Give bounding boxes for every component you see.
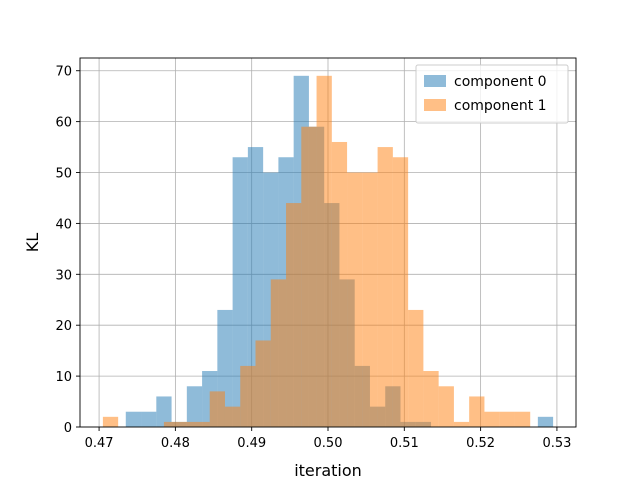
- bar-component-1: [377, 147, 393, 427]
- y-tick-label: 60: [55, 116, 72, 131]
- legend-swatch-component-0: [424, 75, 446, 87]
- bar-component-1: [270, 279, 287, 427]
- bar-component-1: [224, 406, 241, 427]
- y-tick-label: 0: [64, 421, 72, 436]
- bar-component-1: [286, 203, 302, 427]
- bar-component-1: [408, 309, 424, 427]
- y-tick-label: 40: [55, 217, 72, 232]
- y-axis-ticks: 0 10 20 30 40 50 60 70: [55, 65, 80, 436]
- bar-component-1: [469, 396, 485, 427]
- x-tick-label: 0.51: [390, 436, 419, 451]
- x-axis-ticks: 0.47 0.48 0.49 0.50 0.51 0.52 0.53: [85, 427, 571, 451]
- bar-component-1: [453, 421, 470, 427]
- bar-component-1: [514, 411, 531, 427]
- bar-component-1: [179, 421, 195, 427]
- x-tick-label: 0.48: [161, 436, 190, 451]
- bar-component-0: [232, 157, 248, 427]
- y-axis-title: KL: [23, 233, 42, 252]
- x-tick-label: 0.50: [314, 436, 343, 451]
- bar-component-1: [331, 141, 348, 427]
- bar-component-1: [484, 411, 500, 427]
- bar-component-1: [499, 411, 515, 427]
- legend-box: [415, 64, 569, 124]
- bar-component-1: [423, 371, 439, 427]
- histogram-bars: [102, 75, 554, 428]
- bar-component-0: [125, 411, 142, 427]
- bar-component-1: [163, 421, 180, 427]
- legend-label-component-0: component 0: [454, 74, 547, 90]
- y-tick-label: 70: [55, 65, 72, 80]
- bar-component-1: [392, 157, 409, 427]
- y-tick-label: 10: [55, 370, 72, 385]
- y-tick-label: 30: [55, 268, 72, 283]
- bar-component-1: [194, 421, 210, 427]
- y-tick-label: 50: [55, 167, 72, 182]
- legend-swatch-component-1: [424, 99, 446, 111]
- x-tick-label: 0.47: [85, 436, 114, 451]
- x-axis-title: iteration: [294, 461, 362, 480]
- bar-component-1: [255, 340, 271, 427]
- bar-component-0: [156, 396, 172, 427]
- y-tick-label: 20: [55, 319, 72, 334]
- bar-component-1: [316, 75, 332, 428]
- legend: component 0 component 1: [415, 64, 569, 124]
- bar-component-1: [438, 386, 454, 427]
- bar-component-1: [301, 126, 317, 428]
- bar-component-0: [186, 386, 203, 427]
- bar-component-0: [141, 411, 157, 427]
- bar-component-1: [209, 391, 225, 427]
- bar-component-1: [102, 416, 119, 427]
- bar-component-1: [240, 365, 256, 427]
- bar-component-1: [347, 172, 363, 427]
- bar-component-0: [537, 416, 554, 427]
- legend-label-component-1: component 1: [454, 98, 547, 114]
- x-tick-label: 0.52: [466, 436, 495, 451]
- x-tick-label: 0.49: [237, 436, 266, 451]
- x-tick-label: 0.53: [542, 436, 571, 451]
- bar-component-1: [362, 172, 378, 427]
